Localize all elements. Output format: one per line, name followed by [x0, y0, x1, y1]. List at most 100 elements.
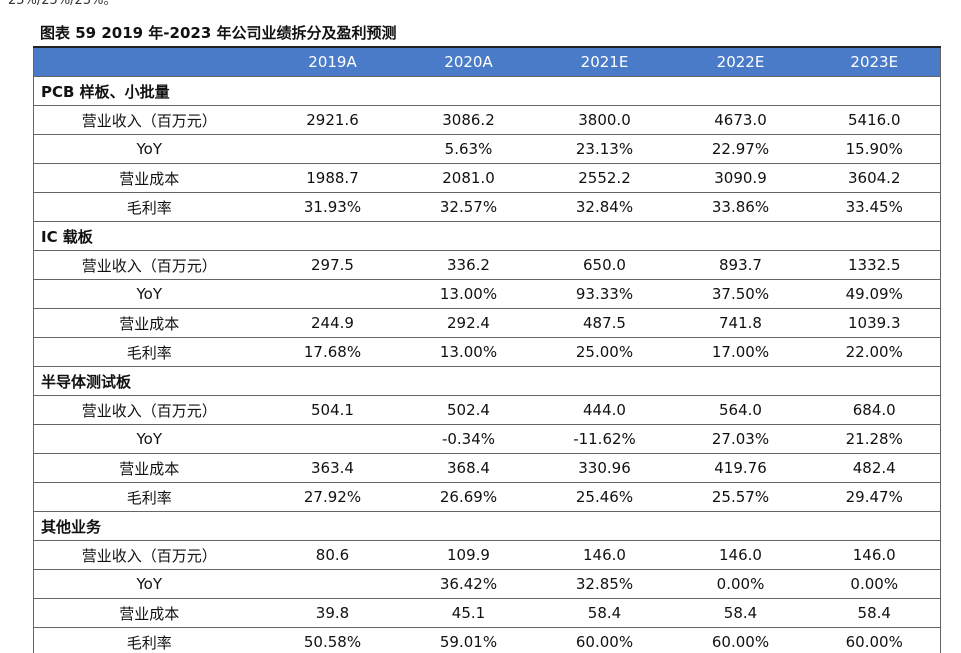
data-row: YoY -0.34% -11.62% 27.03% 21.28% — [33, 424, 941, 454]
value-cell: 93.33% — [536, 279, 673, 309]
data-row: 营业收入（百万元） 504.1 502.4 444.0 564.0 684.0 — [33, 395, 941, 425]
section-name: PCB 样板、小批量 — [33, 76, 941, 106]
value-cell: 4673.0 — [672, 105, 809, 135]
value-cell: 17.68% — [264, 337, 401, 367]
value-cell: 13.00% — [400, 337, 537, 367]
row-label: YoY — [33, 134, 265, 164]
value-cell: 504.1 — [264, 395, 401, 425]
value-cell: 58.4 — [672, 598, 809, 628]
row-label: 营业收入（百万元） — [33, 250, 265, 280]
section-row: 半导体测试板 — [33, 366, 941, 396]
value-cell: 15.90% — [808, 134, 941, 164]
value-cell: 3086.2 — [400, 105, 537, 135]
row-label: YoY — [33, 569, 265, 599]
value-cell: 336.2 — [400, 250, 537, 280]
value-cell: 419.76 — [672, 453, 809, 483]
row-label: 营业成本 — [33, 308, 265, 338]
row-label: 毛利率 — [33, 482, 265, 512]
row-label: YoY — [33, 424, 265, 454]
value-cell: 33.45% — [808, 192, 941, 222]
value-cell: 13.00% — [400, 279, 537, 309]
value-cell — [264, 134, 401, 164]
value-cell: 2552.2 — [536, 163, 673, 193]
data-row: 营业成本 39.8 45.1 58.4 58.4 58.4 — [33, 598, 941, 628]
value-cell: 25.46% — [536, 482, 673, 512]
value-cell: 368.4 — [400, 453, 537, 483]
data-row: 营业成本 244.9 292.4 487.5 741.8 1039.3 — [33, 308, 941, 338]
value-cell: 1039.3 — [808, 308, 941, 338]
row-label: 毛利率 — [33, 337, 265, 367]
value-cell: 59.01% — [400, 627, 537, 653]
data-row: 营业收入（百万元） 297.5 336.2 650.0 893.7 1332.5 — [33, 250, 941, 280]
section-row: 其他业务 — [33, 511, 941, 541]
value-cell: 1332.5 — [808, 250, 941, 280]
section-name: 半导体测试板 — [33, 366, 941, 396]
row-label: 营业成本 — [33, 453, 265, 483]
value-cell: 60.00% — [808, 627, 941, 653]
data-table: 2019A 2020A 2021E 2022E 2023E PCB 样板、小批量 营业收入… — [33, 46, 941, 653]
column-header: 2019A — [264, 47, 401, 77]
value-cell: 39.8 — [264, 598, 401, 628]
value-cell: 23.13% — [536, 134, 673, 164]
data-row: 营业成本 1988.7 2081.0 2552.2 3090.9 3604.2 — [33, 163, 941, 193]
value-cell: 363.4 — [264, 453, 401, 483]
value-cell: 58.4 — [808, 598, 941, 628]
value-cell: 36.42% — [400, 569, 537, 599]
value-cell: 60.00% — [672, 627, 809, 653]
data-row: YoY 5.63% 23.13% 22.97% 15.90% — [33, 134, 941, 164]
header-row: 2019A 2020A 2021E 2022E 2023E — [33, 47, 941, 77]
value-cell: 37.50% — [672, 279, 809, 309]
row-label: 毛利率 — [33, 192, 265, 222]
value-cell: 330.96 — [536, 453, 673, 483]
section-row: IC 载板 — [33, 221, 941, 251]
value-cell: 26.69% — [400, 482, 537, 512]
value-cell: 21.28% — [808, 424, 941, 454]
value-cell: 80.6 — [264, 540, 401, 570]
value-cell — [264, 569, 401, 599]
value-cell: 50.58% — [264, 627, 401, 653]
value-cell: 32.57% — [400, 192, 537, 222]
data-row: 毛利率 31.93% 32.57% 32.84% 33.86% 33.45% — [33, 192, 941, 222]
row-label: 营业收入（百万元） — [33, 395, 265, 425]
value-cell: 3800.0 — [536, 105, 673, 135]
data-row: 营业收入（百万元） 80.6 109.9 146.0 146.0 146.0 — [33, 540, 941, 570]
data-row: 营业收入（百万元） 2921.6 3086.2 3800.0 4673.0 5416.0 — [33, 105, 941, 135]
row-label: 营业成本 — [33, 598, 265, 628]
value-cell: 0.00% — [808, 569, 941, 599]
value-cell: 297.5 — [264, 250, 401, 280]
value-cell: 564.0 — [672, 395, 809, 425]
row-label: 营业收入（百万元） — [33, 540, 265, 570]
value-cell: 0.00% — [672, 569, 809, 599]
value-cell: 45.1 — [400, 598, 537, 628]
value-cell: 650.0 — [536, 250, 673, 280]
column-header: 2023E — [808, 47, 941, 77]
row-label: 营业成本 — [33, 163, 265, 193]
value-cell: 244.9 — [264, 308, 401, 338]
value-cell: 684.0 — [808, 395, 941, 425]
value-cell: 5.63% — [400, 134, 537, 164]
value-cell: 27.92% — [264, 482, 401, 512]
section-name: IC 载板 — [33, 221, 941, 251]
value-cell: 482.4 — [808, 453, 941, 483]
value-cell: 25.57% — [672, 482, 809, 512]
value-cell: 29.47% — [808, 482, 941, 512]
value-cell: 2921.6 — [264, 105, 401, 135]
value-cell: 109.9 — [400, 540, 537, 570]
data-row: 毛利率 50.58% 59.01% 60.00% 60.00% 60.00% — [33, 627, 941, 653]
row-label: 营业收入（百万元） — [33, 105, 265, 135]
value-cell: 27.03% — [672, 424, 809, 454]
value-cell: 292.4 — [400, 308, 537, 338]
value-cell: 25.00% — [536, 337, 673, 367]
data-row: YoY 13.00% 93.33% 37.50% 49.09% — [33, 279, 941, 309]
data-row: 毛利率 27.92% 26.69% 25.46% 25.57% 29.47% — [33, 482, 941, 512]
value-cell: -0.34% — [400, 424, 537, 454]
value-cell: 3090.9 — [672, 163, 809, 193]
value-cell: 893.7 — [672, 250, 809, 280]
value-cell: 22.97% — [672, 134, 809, 164]
value-cell: 31.93% — [264, 192, 401, 222]
value-cell: 146.0 — [536, 540, 673, 570]
row-label: 毛利率 — [33, 627, 265, 653]
value-cell: 32.85% — [536, 569, 673, 599]
value-cell — [264, 279, 401, 309]
row-label: YoY — [33, 279, 265, 309]
